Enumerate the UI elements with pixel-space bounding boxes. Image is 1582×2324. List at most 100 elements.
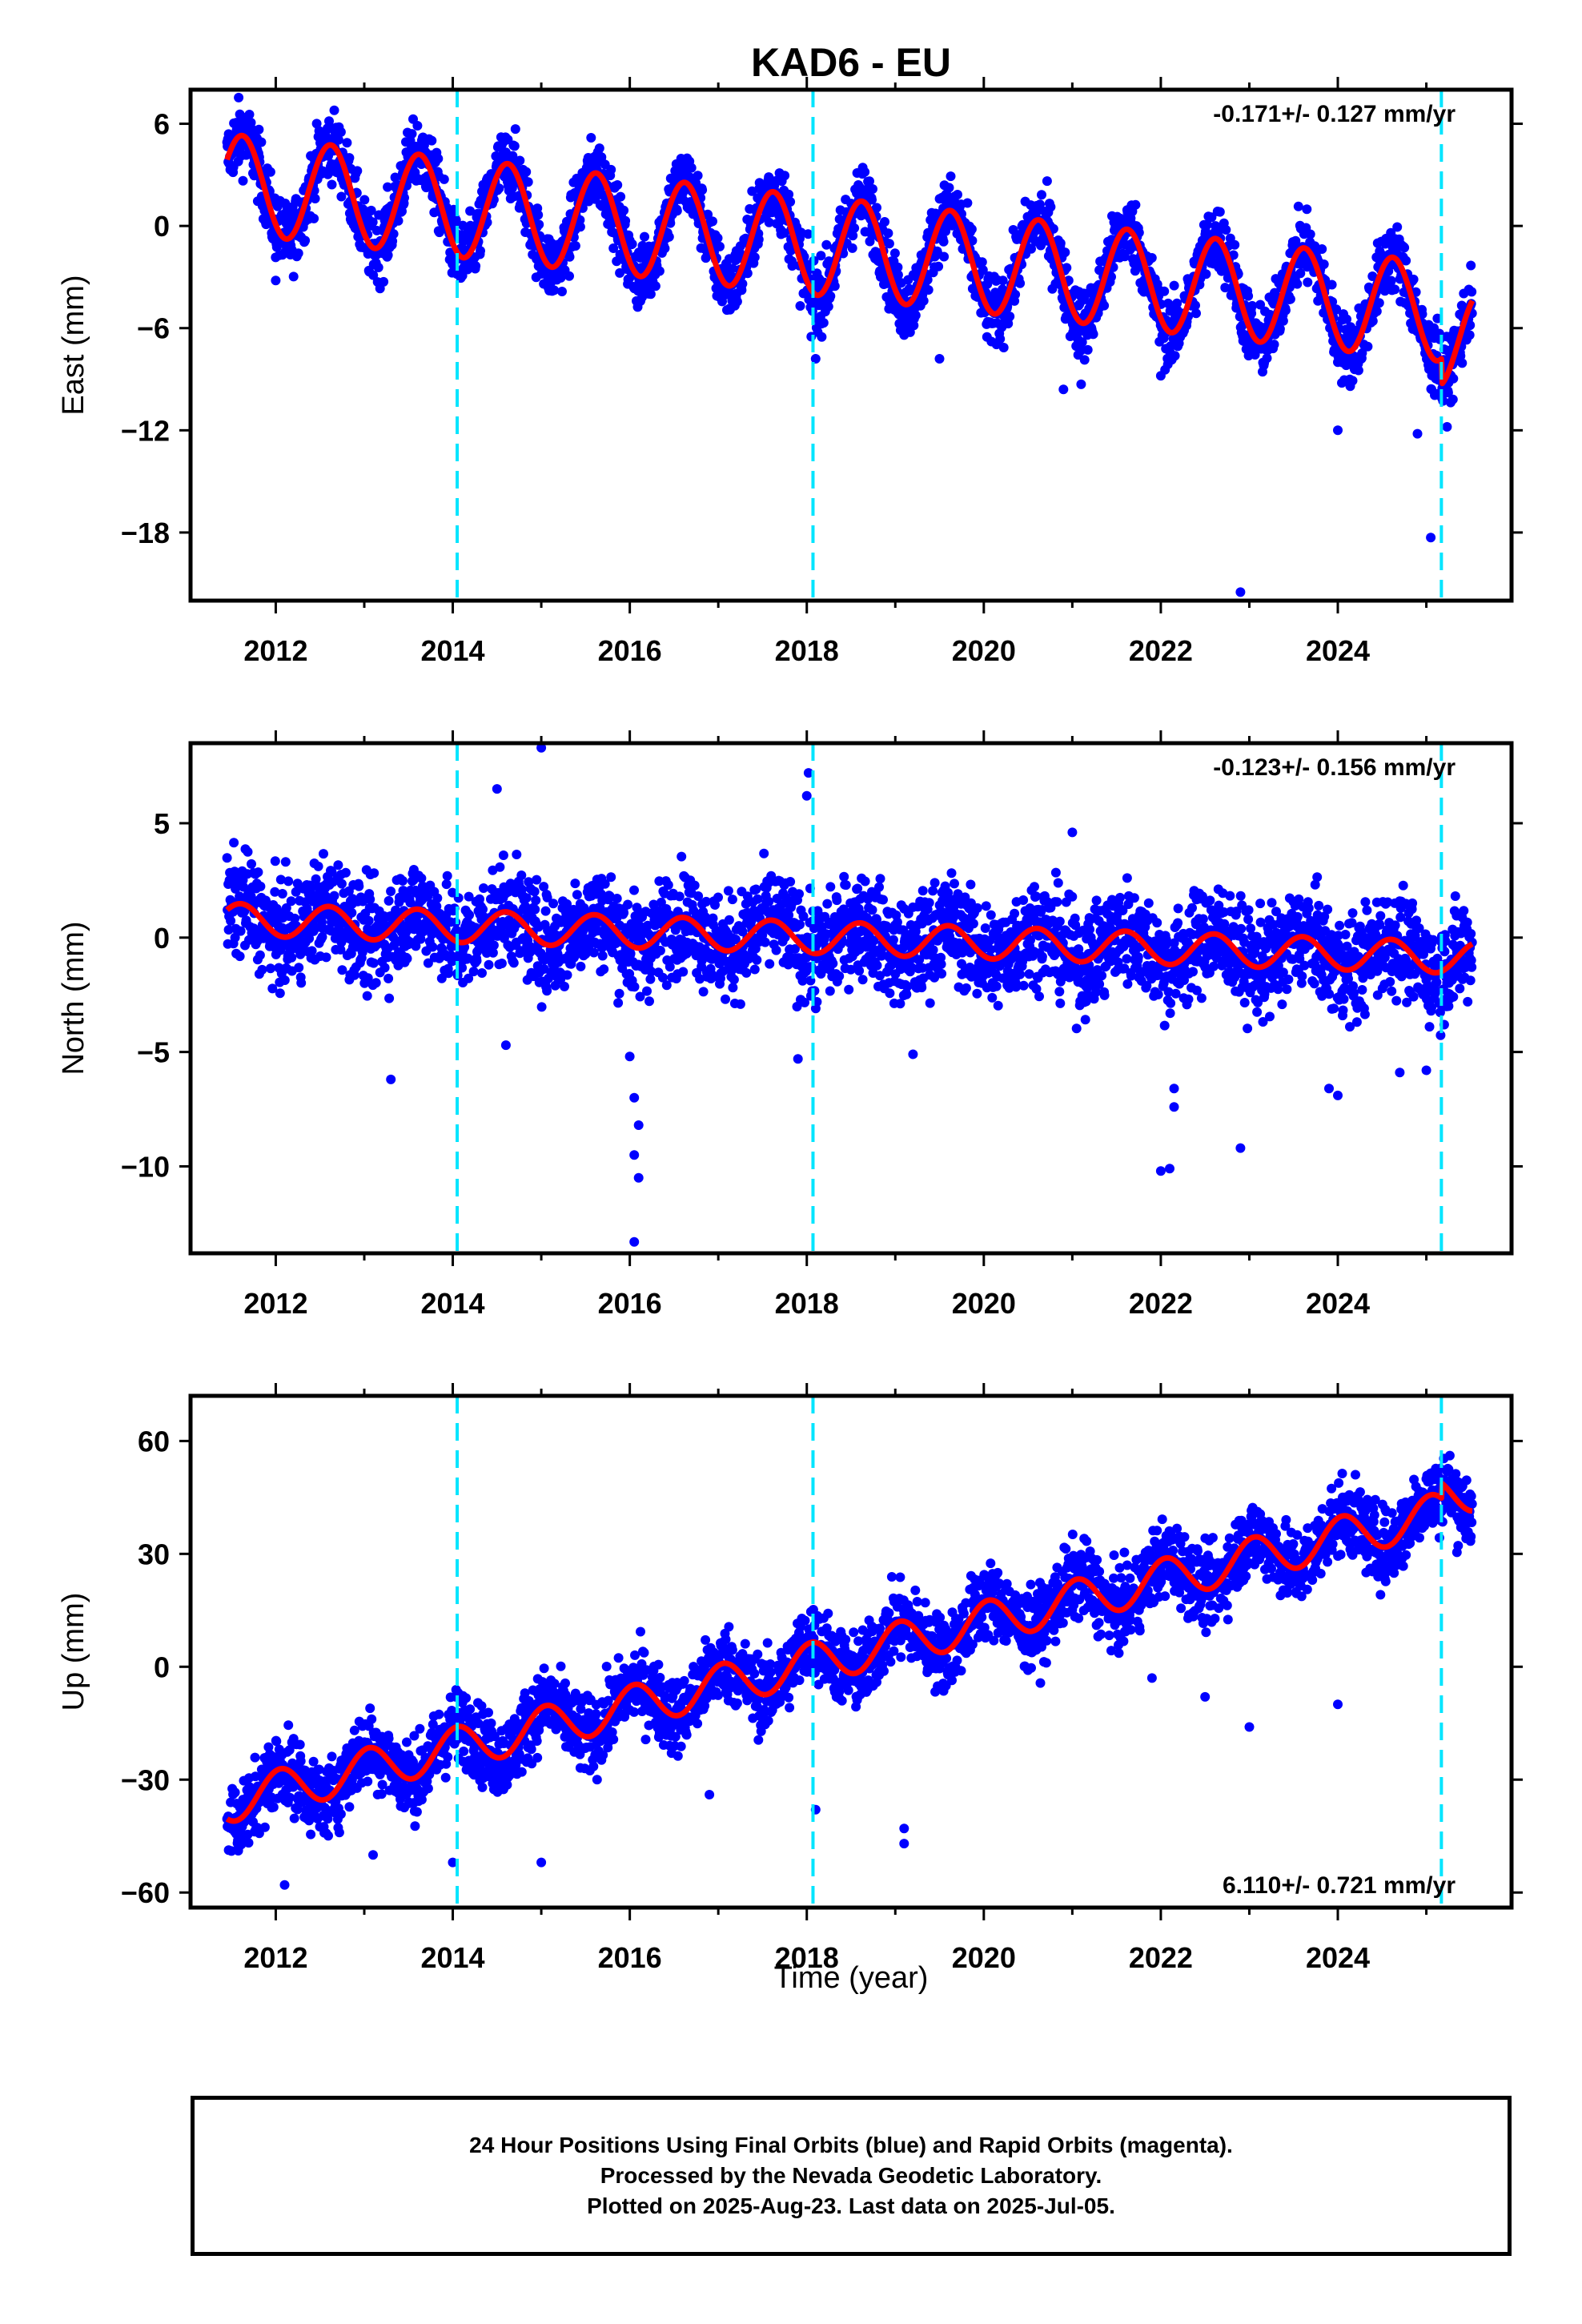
east-point xyxy=(953,190,962,199)
east-outlier-point xyxy=(1235,587,1246,597)
east-point xyxy=(883,228,893,239)
east-x-tick-label: 2018 xyxy=(775,634,839,667)
north-point xyxy=(625,948,636,959)
north-point xyxy=(695,974,705,984)
east-point xyxy=(934,261,944,271)
north-point xyxy=(362,991,372,1001)
east-x-tick-label: 2014 xyxy=(420,634,484,667)
north-point xyxy=(765,959,775,969)
east-point xyxy=(510,124,520,135)
east-outlier-point xyxy=(1333,425,1343,436)
north-point xyxy=(386,887,396,896)
east-outlier-point xyxy=(1076,379,1086,389)
east-point xyxy=(1467,287,1477,297)
north-point xyxy=(222,853,232,863)
north-point xyxy=(369,868,379,879)
east-x-tick-label: 2012 xyxy=(243,634,307,667)
east-point xyxy=(1367,316,1378,326)
north-point xyxy=(488,947,498,958)
east-point xyxy=(893,270,903,280)
east-point xyxy=(1401,255,1411,266)
north-point xyxy=(794,889,804,899)
east-point xyxy=(1191,308,1201,319)
east-point xyxy=(1005,312,1015,322)
east-point xyxy=(944,183,954,193)
east-point xyxy=(1466,260,1476,271)
north-point xyxy=(801,952,812,963)
east-point xyxy=(884,239,894,249)
north-point xyxy=(645,974,656,984)
east-point xyxy=(1046,202,1056,212)
east-outlier-point xyxy=(271,275,281,286)
east-point xyxy=(608,243,619,253)
east-point xyxy=(612,180,623,190)
east-point xyxy=(1169,280,1179,291)
north-point xyxy=(735,999,745,1009)
north-point xyxy=(753,894,763,904)
east-point xyxy=(727,263,737,274)
east-outlier-point xyxy=(1412,428,1423,439)
north-point xyxy=(701,896,712,907)
east-point xyxy=(594,143,604,154)
east-point xyxy=(1119,251,1130,262)
east-point xyxy=(309,213,319,223)
north-point xyxy=(656,897,666,907)
north-point xyxy=(223,925,234,935)
east-point xyxy=(523,177,533,187)
east-point xyxy=(753,235,764,244)
north-point xyxy=(875,874,885,884)
north-point xyxy=(619,907,629,918)
north-point xyxy=(304,933,315,943)
north-point xyxy=(570,879,580,889)
north-point xyxy=(798,911,809,922)
east-point xyxy=(1201,269,1211,279)
north-point xyxy=(930,878,940,888)
east-point xyxy=(293,248,303,259)
east-point xyxy=(1447,394,1458,404)
north-point xyxy=(780,932,790,943)
east-point xyxy=(1357,348,1367,358)
north-point xyxy=(853,883,863,894)
north-point xyxy=(495,862,505,872)
east-point xyxy=(749,252,760,263)
north-point xyxy=(588,947,599,958)
east-point xyxy=(1280,305,1291,316)
east-point xyxy=(1170,351,1180,361)
north-point xyxy=(727,895,737,905)
east-point xyxy=(244,110,255,119)
north-point xyxy=(661,980,672,991)
east-point xyxy=(1342,314,1351,324)
north-point xyxy=(665,962,675,972)
north-point xyxy=(383,895,394,906)
north-point xyxy=(287,952,297,963)
east-point xyxy=(998,343,1009,352)
north-point xyxy=(271,903,282,914)
north-plot-area xyxy=(222,743,1477,1247)
north-point xyxy=(867,905,877,915)
north-point xyxy=(521,893,532,903)
north-point xyxy=(572,890,582,900)
east-point xyxy=(606,164,616,175)
north-point xyxy=(854,966,865,976)
north-point xyxy=(327,866,337,877)
north-point xyxy=(825,882,836,892)
north-point xyxy=(863,894,873,904)
north-point xyxy=(307,946,317,956)
north-observations xyxy=(222,743,1477,1247)
north-point xyxy=(597,951,608,961)
east-point xyxy=(1399,243,1410,253)
north-point xyxy=(398,875,408,886)
east-point xyxy=(640,231,649,242)
east-point xyxy=(1079,355,1090,365)
east-point xyxy=(575,222,585,232)
east-point xyxy=(818,318,829,328)
east-point xyxy=(335,127,346,137)
east-point xyxy=(366,205,376,215)
east-point xyxy=(1243,291,1254,301)
north-point xyxy=(336,879,347,889)
east-point xyxy=(977,257,987,267)
north-point xyxy=(255,950,265,960)
east-outlier-point xyxy=(806,332,817,342)
east-point xyxy=(779,227,789,238)
north-point xyxy=(226,915,236,926)
